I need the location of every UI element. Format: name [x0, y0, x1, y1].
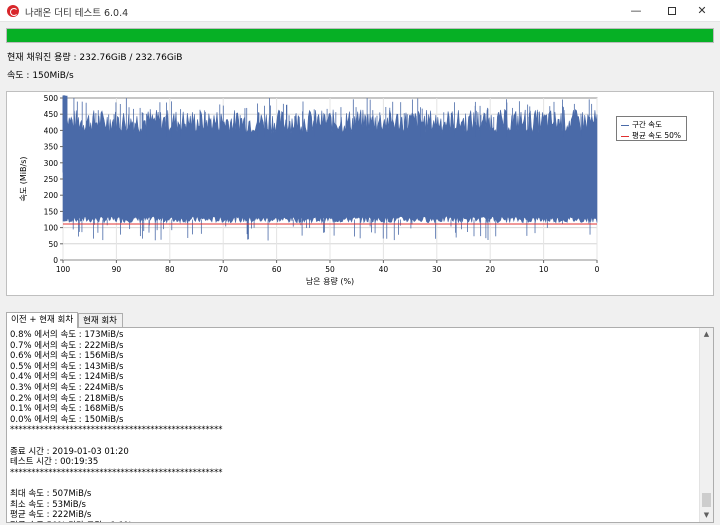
y-tick-label: 100 — [44, 224, 59, 233]
x-axis-label: 남은 용량 (%) — [306, 276, 354, 286]
y-tick-label: 50 — [48, 240, 58, 249]
log-line: ****************************************… — [10, 467, 223, 478]
tab-previous-and-current[interactable]: 이전 + 현재 회차 — [6, 312, 78, 328]
log-scrollbar[interactable]: ▲ ▼ — [699, 328, 713, 522]
minimize-icon: — — [630, 4, 642, 17]
log-lines: 0.8% 에서의 속도 : 173MiB/s 0.7% 에서의 속도 : 222M… — [10, 330, 690, 522]
app-logo-icon — [7, 5, 19, 17]
log-line: 0.4% 에서의 속도 : 124MiB/s — [10, 372, 124, 383]
scroll-thumb[interactable] — [702, 493, 711, 507]
y-tick-label: 150 — [44, 207, 59, 216]
log-line: 평균 속도 50% 미만 구간 : 1.1% — [10, 521, 690, 522]
log-line — [10, 436, 690, 447]
x-tick-label: 20 — [485, 265, 495, 274]
log-line: 최대 속도 : 507MiB/s — [10, 488, 92, 499]
speed-series-spikes — [62, 95, 593, 241]
log-line: ****************************************… — [10, 425, 223, 436]
log-line: 0.8% 에서의 속도 : 173MiB/s — [10, 330, 124, 340]
close-icon: ✕ — [697, 4, 707, 17]
log-line: 0.7% 에서의 속도 : 222MiB/s — [10, 340, 124, 351]
y-axis-ticks: 0 50 100 150 200 250 300 350 400 450 500 — [44, 94, 63, 265]
scroll-down-arrow-icon[interactable]: ▼ — [703, 511, 710, 519]
current-speed-text: 속도 : 150MiB/s — [7, 71, 74, 81]
x-tick-label: 50 — [325, 265, 335, 274]
log-line: 종료 시간 : 2019-01-03 01:20 — [10, 446, 129, 457]
x-tick-label: 40 — [379, 265, 389, 274]
window-title: 나래온 더티 테스트 6.0.4 — [25, 8, 129, 19]
progress-fill — [7, 29, 713, 42]
title-bar: 나래온 더티 테스트 6.0.4 — ✕ — [0, 0, 720, 22]
log-line: 평균 속도 : 222MiB/s — [10, 510, 92, 521]
close-button[interactable]: ✕ — [684, 0, 720, 22]
y-tick-label: 500 — [44, 94, 59, 103]
tab-current[interactable]: 현재 회차 — [78, 313, 123, 328]
legend-entry-interval-speed: 구간 속도 — [621, 119, 662, 129]
speed-chart: 0 50 100 150 200 250 300 350 400 450 500 100 90 80 70… — [6, 91, 714, 296]
log-line: 0.6% 에서의 속도 : 156MiB/s — [10, 351, 124, 362]
chart-legend: 구간 속도 평균 속도 50% — [616, 116, 687, 141]
x-tick-label: 30 — [432, 265, 442, 274]
y-tick-label: 300 — [44, 159, 59, 168]
x-tick-label: 70 — [218, 265, 228, 274]
log-line — [10, 478, 690, 489]
x-tick-label: 80 — [165, 265, 175, 274]
y-tick-label: 450 — [44, 110, 59, 119]
client-area: 현재 채워진 용량 : 232.76GiB / 232.76GiB 속도 : 1… — [0, 22, 720, 525]
log-line: 0.3% 에서의 속도 : 224MiB/s — [10, 382, 124, 393]
log-line: 0.1% 에서의 속도 : 168MiB/s — [10, 404, 124, 415]
log-line: 최소 속도 : 53MiB/s — [10, 499, 86, 510]
scroll-up-arrow-icon[interactable]: ▲ — [703, 330, 710, 338]
log-line: 0.5% 에서의 속도 : 143MiB/s — [10, 361, 124, 372]
filled-capacity-text: 현재 채워진 용량 : 232.76GiB / 232.76GiB — [7, 53, 183, 63]
y-tick-label: 0 — [53, 256, 58, 265]
x-tick-label: 90 — [112, 265, 122, 274]
log-line: 0.2% 에서의 속도 : 218MiB/s — [10, 393, 124, 404]
x-tick-label: 100 — [56, 265, 71, 274]
log-textbox[interactable]: 0.8% 에서의 속도 : 173MiB/s 0.7% 에서의 속도 : 222M… — [6, 327, 714, 523]
y-tick-label: 250 — [44, 175, 59, 184]
fill-progress-bar — [6, 28, 714, 43]
legend-swatch — [621, 135, 629, 137]
log-line: 테스트 시간 : 00:19:35 — [10, 457, 99, 468]
x-tick-label: 0 — [595, 265, 600, 274]
maximize-icon — [668, 7, 676, 15]
maximize-button[interactable] — [654, 0, 690, 22]
legend-swatch — [621, 124, 629, 126]
log-line: 0.0% 에서의 속도 : 150MiB/s — [10, 414, 124, 425]
speed-series-area — [62, 95, 598, 224]
y-tick-label: 200 — [44, 191, 59, 200]
speed-area-path — [62, 95, 598, 224]
legend-entry-average-speed: 평균 속도 50% — [621, 130, 681, 140]
y-tick-label: 350 — [44, 143, 59, 152]
y-axis-label: 속도 (MiB/s) — [19, 157, 28, 202]
x-axis-ticks: 100 90 80 70 60 50 40 30 20 10 0 — [56, 260, 600, 274]
x-tick-label: 10 — [539, 265, 549, 274]
minimize-button[interactable]: — — [618, 0, 654, 22]
x-tick-label: 60 — [272, 265, 282, 274]
y-tick-label: 400 — [44, 126, 59, 135]
